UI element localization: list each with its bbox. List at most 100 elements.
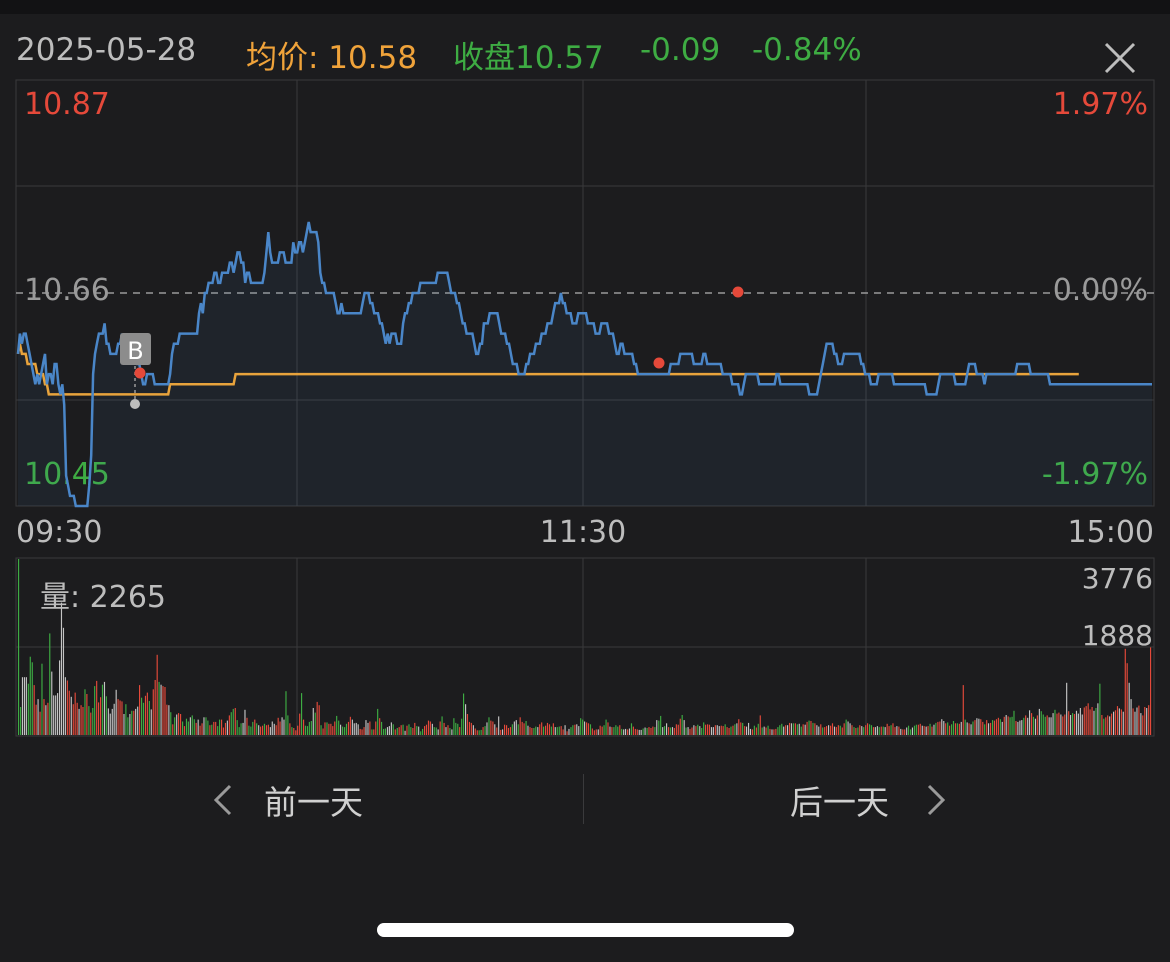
volume-bar [240, 723, 242, 735]
volume-bar [597, 729, 599, 735]
volume-bar [254, 719, 256, 735]
volume-bar [1132, 708, 1134, 735]
volume-bar [256, 723, 258, 735]
volume-bar [1052, 713, 1054, 735]
volume-bar [767, 725, 769, 735]
volume-bar [301, 693, 303, 735]
volume-bar [115, 689, 117, 735]
buy-marker-dot [130, 399, 140, 409]
volume-bar [365, 720, 367, 735]
volume-bar [943, 721, 945, 735]
volume-bar [556, 727, 558, 735]
volume-bar [1040, 711, 1042, 735]
volume-bar [1046, 715, 1048, 735]
volume-bar [1103, 718, 1105, 735]
volume-bar [851, 725, 853, 735]
price-line [16, 221, 1152, 508]
buy-marker[interactable] [120, 333, 151, 365]
volume-bar [529, 727, 531, 735]
avg-price-line [16, 343, 1079, 396]
volume-bar [55, 695, 57, 735]
volume-bar [857, 727, 859, 735]
volume-bar [494, 724, 496, 735]
volume-bar [27, 683, 29, 735]
volume-bar [589, 724, 592, 735]
volume-bar [958, 723, 960, 735]
volume-bar [472, 725, 474, 735]
volume-bar [755, 727, 757, 735]
volume-bar [949, 725, 951, 735]
volume-bar [369, 721, 371, 735]
volume-bar [865, 725, 867, 735]
volume-bar [863, 727, 865, 735]
signal-dot-0 [134, 367, 146, 379]
volume-bar [519, 717, 521, 735]
volume-bar [537, 727, 539, 735]
volume-bar [839, 725, 841, 735]
volume-bar [638, 729, 640, 735]
volume-bar [691, 727, 693, 735]
close-icon[interactable] [1098, 36, 1142, 80]
volume-bar [892, 723, 894, 735]
volume-bar [890, 725, 892, 735]
volume-bar [236, 720, 238, 735]
volume-bar [964, 719, 966, 735]
volume-bar [361, 729, 363, 735]
volume-bar [785, 725, 787, 735]
volume-bar [644, 727, 646, 735]
y-label-pct-low: -1.97% [1042, 457, 1148, 492]
volume-bar [775, 728, 777, 735]
volume-bar [158, 681, 160, 735]
volume-bar [662, 727, 664, 735]
volume-bar [390, 722, 392, 735]
volume-bar [1118, 708, 1120, 735]
volume-bar [689, 728, 691, 735]
volume-bar [345, 723, 348, 735]
volume-bar [1077, 713, 1079, 735]
volume-bar [988, 723, 990, 735]
volume-bar [402, 724, 404, 735]
prev-day-button[interactable]: 前一天 [208, 760, 363, 840]
volume-bar [833, 726, 836, 735]
volume-bar [997, 717, 999, 735]
volume-bar [330, 723, 332, 735]
volume-bar [523, 723, 525, 735]
volume-bar [88, 706, 90, 735]
volume-bar [552, 723, 554, 735]
volume-bar [156, 654, 158, 735]
volume-bar [320, 725, 322, 735]
volume-bar [412, 728, 414, 735]
volume-bar [869, 724, 871, 735]
volume-bar [1081, 714, 1083, 735]
volume-bar [1146, 708, 1148, 735]
volume-bar [213, 721, 215, 735]
volume-bar [513, 721, 515, 735]
volume-bar [699, 726, 701, 735]
volume-bar [632, 726, 634, 735]
top-strip [0, 0, 1170, 14]
volume-bar [205, 717, 207, 735]
volume-bar [517, 724, 519, 735]
signal-dot-2 [732, 286, 744, 298]
volume-bar [814, 723, 816, 735]
intraday-chart[interactable]: 10.8710.6610.451.97%0.00%-1.97%09:3011:3… [0, 78, 1170, 748]
volume-bar [84, 689, 86, 735]
volume-bar [468, 721, 471, 735]
volume-bar [31, 662, 33, 735]
volume-bar [558, 726, 560, 735]
volume-bar [131, 710, 133, 735]
volume-bar [465, 704, 467, 735]
volume-bar [668, 727, 670, 735]
volume-bar [716, 725, 718, 735]
volume-bar [515, 720, 517, 735]
volume-bar [697, 724, 699, 735]
volume-bar [35, 704, 37, 735]
volume-bar [621, 728, 623, 735]
volume-bar [100, 697, 102, 735]
volume-bar [1032, 716, 1035, 735]
volume-bar [710, 727, 713, 735]
volume-bar [191, 715, 193, 735]
volume-bar [111, 708, 113, 735]
next-day-button[interactable]: 后一天 [790, 760, 951, 840]
volume-bar [425, 724, 428, 735]
